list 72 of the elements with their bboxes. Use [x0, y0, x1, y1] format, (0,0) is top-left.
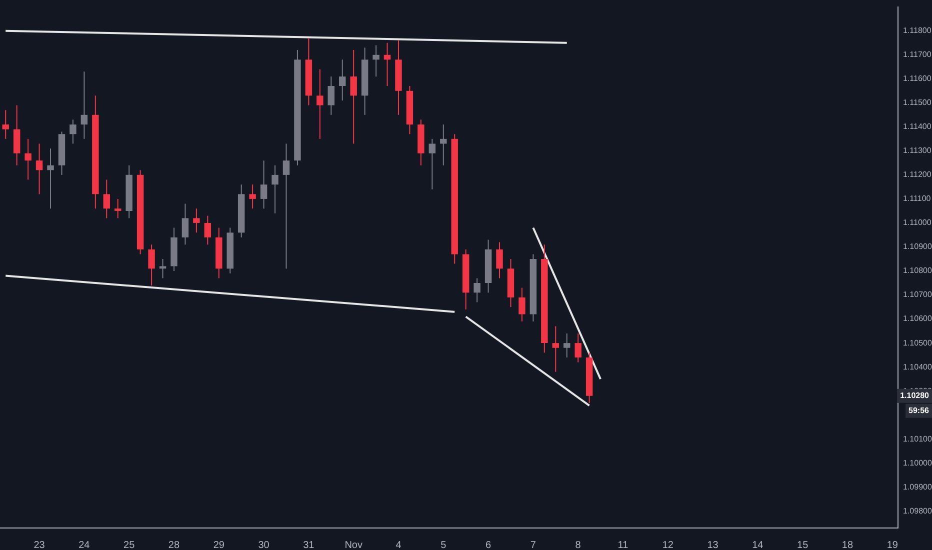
x-tick-label: 31 [303, 540, 315, 550]
candlestick [440, 124, 447, 166]
candlestick [182, 203, 189, 246]
y-tick-label: 1.10700 [903, 290, 932, 300]
candlestick [249, 184, 256, 210]
candlestick [316, 68, 324, 140]
x-tick-label: 19 [886, 540, 898, 550]
x-tick-label: Nov [344, 540, 362, 550]
x-tick-label: 11 [618, 540, 629, 550]
candlestick [193, 208, 200, 234]
candlestick [372, 44, 380, 77]
x-tick-label: 6 [486, 540, 492, 550]
candlestick [518, 287, 526, 322]
candlestick [282, 143, 290, 270]
x-tick-label: 7 [530, 540, 536, 550]
candlestick [574, 332, 582, 363]
x-tick-label: 13 [707, 540, 719, 550]
y-tick-label: 1.10500 [903, 338, 932, 348]
candlestick [2, 110, 9, 140]
text: 1.10280 [900, 391, 930, 400]
y-tick-label: 1.11300 [903, 146, 932, 156]
candlestick [24, 138, 32, 180]
candlestick [428, 138, 436, 190]
candlestick [80, 71, 88, 140]
candlestick [328, 76, 335, 116]
x-tick-label: 28 [168, 540, 180, 550]
y-tick-label: 1.10100 [903, 434, 932, 444]
candlestick [350, 50, 357, 144]
y-tick-label: 1.10000 [903, 458, 932, 468]
candlestick [159, 258, 166, 279]
candlestick [563, 332, 570, 358]
candlestick [272, 164, 278, 214]
candlestick [338, 59, 346, 101]
x-tick-label: 30 [258, 540, 270, 550]
x-tick-label: 14 [752, 540, 764, 550]
y-tick-label: 1.10800 [903, 266, 932, 276]
y-tick-label: 1.11800 [903, 26, 932, 36]
y-tick-label: 1.10900 [903, 242, 932, 252]
candlestick [36, 143, 43, 195]
candlestick [260, 160, 268, 210]
x-tick-label: 8 [575, 540, 582, 550]
y-tick-label: 1.11600 [903, 74, 932, 84]
y-tick-label: 1.10400 [903, 362, 932, 372]
y-tick-label: 1.11500 [903, 98, 932, 108]
text: 59:56 [908, 406, 930, 416]
x-tick-label: 15 [797, 540, 809, 550]
y-tick-label: 1.11200 [903, 170, 932, 180]
x-tick-label: 4 [396, 540, 402, 550]
candlestick [103, 179, 110, 219]
candlestick [148, 244, 155, 286]
x-tick-label: 24 [78, 540, 90, 550]
x-tick-label: 12 [662, 540, 674, 550]
candlestick [70, 119, 76, 144]
x-tick-label: 18 [842, 540, 854, 550]
candlestick [114, 198, 122, 219]
y-tick-label: 1.11400 [903, 122, 932, 132]
x-tick-label: 29 [213, 540, 225, 550]
candlestick [47, 148, 54, 210]
x-tick-label: 23 [34, 540, 46, 550]
candlestick [384, 42, 391, 87]
y-tick-label: 1.10600 [903, 314, 932, 324]
y-tick-label: 1.11100 [903, 194, 932, 204]
y-tick-label: 1.09900 [903, 482, 932, 492]
x-tick-label: 5 [440, 540, 447, 550]
candlestick [496, 242, 503, 279]
y-tick-label: 1.11000 [903, 218, 932, 228]
y-tick-label: 1.09800 [903, 506, 932, 516]
y-tick-label: 1.11700 [903, 50, 932, 60]
x-tick-label: 25 [124, 540, 136, 550]
candlestick [474, 278, 480, 303]
candlestick [552, 326, 560, 372]
candlestick [204, 215, 212, 246]
